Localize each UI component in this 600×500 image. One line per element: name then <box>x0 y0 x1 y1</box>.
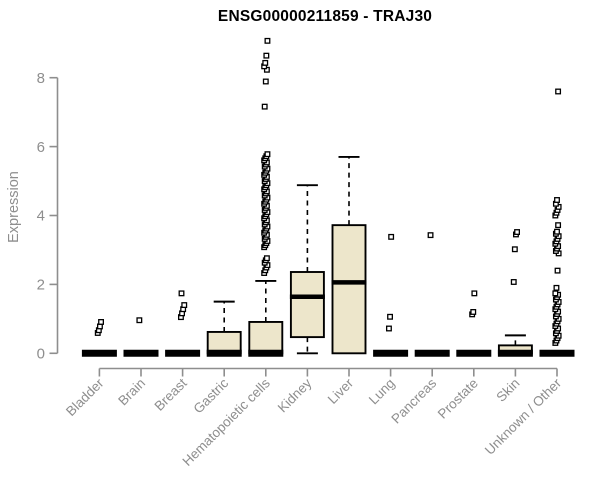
x-category-label: Prostate <box>435 376 481 422</box>
x-category-label: Kidney <box>275 375 315 415</box>
outlier-point <box>181 302 188 309</box>
outlier-point <box>427 232 434 239</box>
box-group-kidney <box>289 184 325 355</box>
y-tick-label: 6 <box>37 139 45 156</box>
box-iqr <box>331 224 367 355</box>
outlier-point <box>555 222 562 229</box>
y-tick-label: 8 <box>37 70 45 87</box>
outlier-point <box>262 78 269 85</box>
y-tick-label: 4 <box>37 208 45 225</box>
outlier-point <box>555 88 562 95</box>
box-group-gastric <box>206 300 242 357</box>
outlier-point <box>98 319 104 325</box>
outlier-point <box>261 103 268 110</box>
x-category-label: Gastric <box>190 375 231 416</box>
box-group-bladder <box>81 319 117 357</box>
outlier-point <box>552 290 559 297</box>
box-group-breast <box>165 290 201 357</box>
outlier-point <box>553 284 560 291</box>
box-group-pancreas <box>414 232 450 357</box>
outlier-point <box>514 229 520 235</box>
chart-title: ENSG00000211859 - TRAJ30 <box>217 8 433 25</box>
x-category-label: Bladder <box>63 375 107 419</box>
outlier-point <box>387 313 393 320</box>
outlier-point <box>554 197 560 203</box>
x-category-label: Skin <box>493 376 522 405</box>
box-iqr <box>289 271 325 339</box>
box-group-liver <box>331 155 367 355</box>
outlier-point <box>263 52 270 59</box>
outlier-point <box>264 151 271 158</box>
outlier-point <box>511 246 518 253</box>
x-category-label: Lung <box>366 376 398 408</box>
box-group-prostate <box>456 290 492 357</box>
outlier-point <box>471 290 478 297</box>
box-group-brain <box>123 317 159 357</box>
outlier-point <box>264 37 271 44</box>
y-tick-label: 2 <box>37 277 45 294</box>
outlier-point <box>554 267 561 274</box>
box-group-skin <box>497 229 533 357</box>
outlier-point <box>262 59 269 66</box>
box-group-hematopoietic-cells <box>248 37 284 357</box>
outlier-point <box>470 309 477 315</box>
outlier-point <box>178 290 185 297</box>
x-category-label: Unknown / Other <box>482 375 565 458</box>
box-group-unknown-other <box>539 88 575 357</box>
outlier-point <box>554 228 560 235</box>
box-group-lung <box>373 233 409 357</box>
outlier-point <box>136 317 143 324</box>
x-category-label: Liver <box>325 375 357 407</box>
x-category-label: Brain <box>115 376 148 409</box>
x-category-label: Pancreas <box>388 375 439 426</box>
x-category-label: Breast <box>152 375 190 413</box>
outlier-point <box>385 325 392 332</box>
outlier-point <box>510 279 517 285</box>
outlier-point <box>263 255 270 262</box>
y-axis: 0 2 4 6 8 <box>37 70 59 363</box>
box-iqr <box>248 321 284 355</box>
outlier-point <box>388 233 395 240</box>
y-tick-label: 0 <box>37 346 45 363</box>
